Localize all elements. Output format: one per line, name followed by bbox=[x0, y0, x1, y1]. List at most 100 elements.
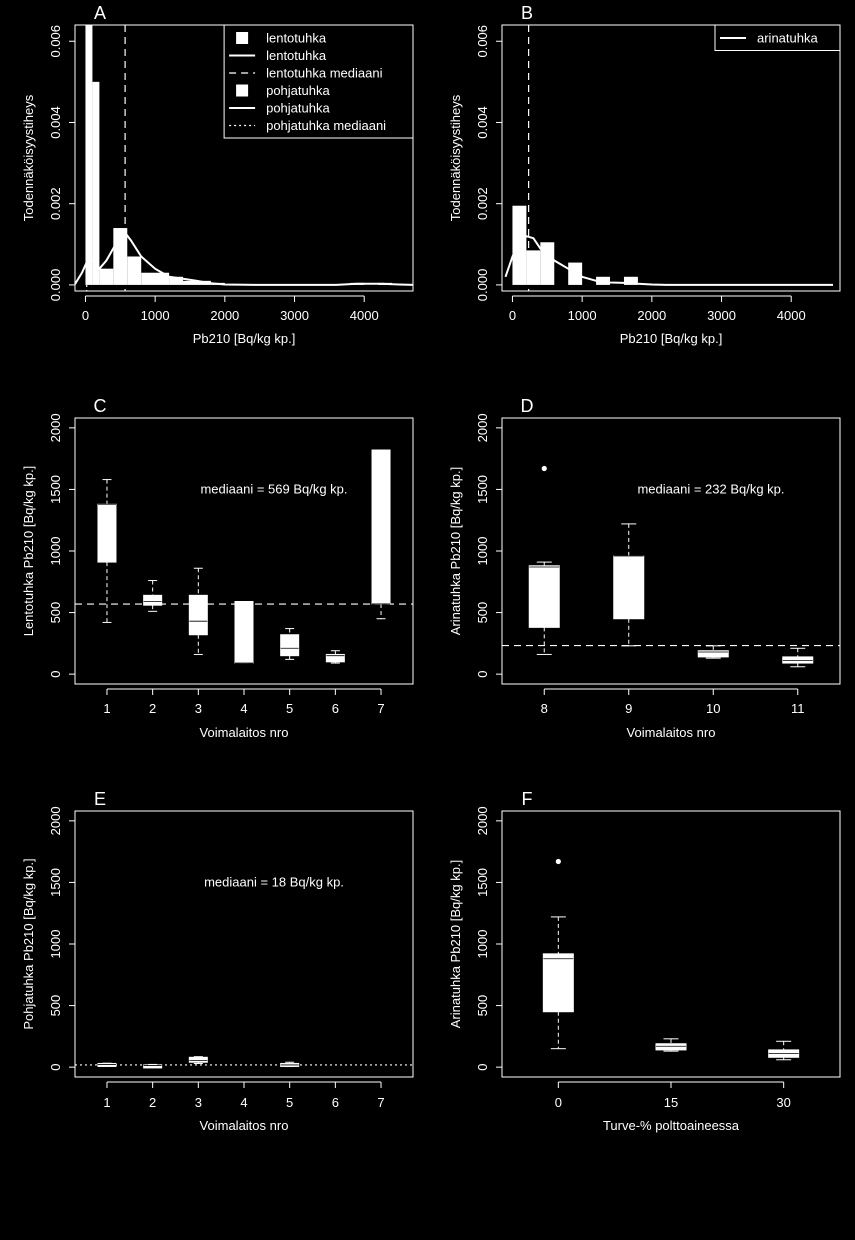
x-tick-label: 1000 bbox=[568, 308, 597, 323]
x-tick-label: 3000 bbox=[280, 308, 309, 323]
outlier-point bbox=[541, 465, 547, 472]
panel-d-letter: D bbox=[521, 396, 534, 416]
box bbox=[97, 503, 117, 563]
y-tick-label: 0.004 bbox=[475, 106, 490, 139]
panel-f-xlabel: Turve-% polttoaineessa bbox=[603, 1118, 740, 1133]
histogram-bar bbox=[540, 242, 555, 285]
histogram-bar bbox=[526, 250, 541, 285]
box bbox=[143, 594, 163, 606]
x-tick-label: 5 bbox=[286, 701, 293, 716]
panel-b-ylabel: Todennäköisyystiheys bbox=[448, 94, 463, 221]
panel-c-ylabel: Lentotuhka Pb210 [Bq/kg kp.] bbox=[21, 466, 36, 637]
x-tick-label: 7 bbox=[377, 701, 384, 716]
box bbox=[280, 634, 300, 657]
x-tick-label: 0 bbox=[555, 1095, 562, 1110]
y-tick-label: 0 bbox=[48, 671, 63, 678]
histogram-bar bbox=[512, 205, 527, 285]
histogram-bar bbox=[92, 81, 100, 285]
histogram-bar bbox=[99, 268, 114, 285]
box bbox=[655, 1043, 687, 1051]
y-tick-label: 1500 bbox=[475, 868, 490, 897]
legend-swatch bbox=[236, 32, 249, 44]
box bbox=[143, 1064, 163, 1069]
box bbox=[371, 449, 391, 605]
panel-e-frame bbox=[74, 810, 414, 1078]
box bbox=[325, 653, 345, 663]
y-tick-label: 1500 bbox=[48, 475, 63, 504]
y-tick-label: 2000 bbox=[48, 413, 63, 442]
x-tick-label: 1 bbox=[103, 1095, 110, 1110]
x-tick-label: 1000 bbox=[141, 308, 170, 323]
legend-label: pohjatuhka bbox=[266, 101, 330, 116]
y-tick-label: 1000 bbox=[475, 537, 490, 566]
histogram-bar bbox=[183, 280, 211, 285]
legend-label: lentotuhka bbox=[266, 31, 327, 46]
panel-a-xlabel: Pb210 [Bq/kg kp.] bbox=[193, 331, 296, 346]
x-tick-label: 6 bbox=[332, 1095, 339, 1110]
y-tick-label: 0 bbox=[475, 1064, 490, 1071]
panel-c-letter: C bbox=[94, 396, 107, 416]
panel-e-xlabel: Voimalaitos nro bbox=[200, 1118, 289, 1133]
x-tick-label: 10 bbox=[706, 701, 720, 716]
histogram-bar bbox=[85, 25, 93, 285]
y-tick-label: 1000 bbox=[475, 930, 490, 959]
x-tick-label: 2000 bbox=[210, 308, 239, 323]
y-tick-label: 0.000 bbox=[48, 269, 63, 302]
x-tick-label: 1 bbox=[103, 701, 110, 716]
box bbox=[234, 600, 254, 664]
x-tick-label: 2 bbox=[149, 1095, 156, 1110]
legend-label: pohjatuhka bbox=[266, 83, 330, 98]
box bbox=[782, 656, 814, 664]
panel-f-frame bbox=[501, 810, 841, 1078]
x-tick-label: 11 bbox=[791, 701, 805, 716]
panel-c-xlabel: Voimalaitos nro bbox=[200, 725, 289, 740]
y-tick-label: 2000 bbox=[48, 806, 63, 835]
x-tick-label: 4 bbox=[240, 1095, 247, 1110]
legend-swatch bbox=[236, 84, 249, 97]
y-tick-label: 0 bbox=[48, 1064, 63, 1071]
box bbox=[97, 1062, 117, 1067]
x-tick-label: 0 bbox=[509, 308, 516, 323]
panel-f-ylabel: Arinatuhka Pb210 [Bq/kg kp.] bbox=[448, 860, 463, 1028]
median-annotation: mediaani = 232 Bq/kg kp. bbox=[637, 481, 784, 496]
y-tick-label: 0.000 bbox=[475, 269, 490, 302]
legend-label: lentotuhka mediaani bbox=[266, 66, 382, 81]
y-tick-label: 1000 bbox=[48, 930, 63, 959]
panel-a-ylabel: Todennäköisyystiheys bbox=[21, 94, 36, 221]
x-tick-label: 4000 bbox=[777, 308, 806, 323]
panel-f-letter: F bbox=[522, 789, 533, 809]
x-tick-label: 5 bbox=[286, 1095, 293, 1110]
x-tick-label: 2000 bbox=[637, 308, 666, 323]
y-tick-label: 500 bbox=[48, 602, 63, 624]
y-tick-label: 0.006 bbox=[48, 25, 63, 58]
panel-d-xlabel: Voimalaitos nro bbox=[627, 725, 716, 740]
x-tick-label: 30 bbox=[776, 1095, 790, 1110]
y-tick-label: 1500 bbox=[48, 868, 63, 897]
y-tick-label: 0.002 bbox=[48, 187, 63, 220]
x-tick-label: 7 bbox=[377, 1095, 384, 1110]
box bbox=[188, 1056, 208, 1063]
legend-label: pohjatuhka mediaani bbox=[266, 118, 386, 133]
panel-b-xlabel: Pb210 [Bq/kg kp.] bbox=[620, 331, 723, 346]
x-tick-label: 6 bbox=[332, 701, 339, 716]
panel-e-letter: E bbox=[94, 789, 106, 809]
panel-d-ylabel: Arinatuhka Pb210 [Bq/kg kp.] bbox=[448, 467, 463, 635]
density-curve bbox=[504, 235, 833, 286]
panel-b-letter: B bbox=[521, 3, 533, 23]
legend-label: lentotuhka bbox=[266, 48, 327, 63]
histogram-bar bbox=[169, 276, 184, 285]
y-tick-label: 0.002 bbox=[475, 187, 490, 220]
x-tick-label: 4 bbox=[240, 701, 247, 716]
panel-d-frame bbox=[501, 417, 841, 685]
x-tick-label: 15 bbox=[664, 1095, 678, 1110]
box bbox=[697, 650, 729, 658]
box bbox=[528, 565, 560, 628]
histogram-bar bbox=[623, 276, 638, 285]
density-curve bbox=[74, 230, 414, 286]
y-tick-label: 0.004 bbox=[48, 106, 63, 139]
y-tick-label: 2000 bbox=[475, 806, 490, 835]
outlier-point bbox=[555, 858, 561, 865]
y-tick-label: 0 bbox=[475, 671, 490, 678]
median-annotation: mediaani = 569 Bq/kg kp. bbox=[200, 481, 347, 496]
legend-box bbox=[223, 24, 414, 139]
